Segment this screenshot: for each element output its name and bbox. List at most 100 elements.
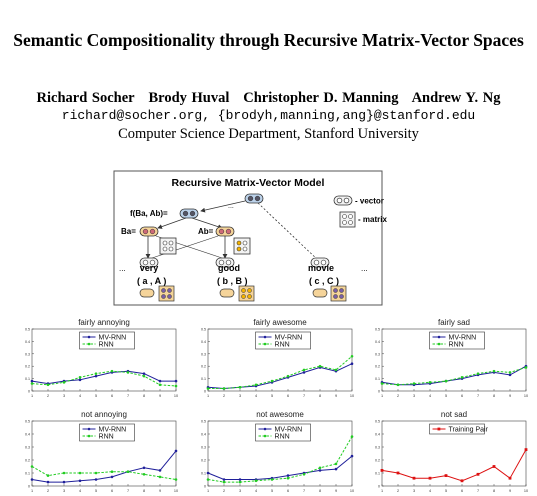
author-name: Andrew Y. Ng <box>411 90 501 106</box>
legend-label: RNN <box>99 341 114 348</box>
legend-label: RNN <box>275 341 290 348</box>
data-point <box>350 435 354 438</box>
x-tick-label: 10 <box>174 489 178 493</box>
x-tick-label: 3 <box>239 394 241 398</box>
series-line <box>31 450 177 483</box>
data-point <box>428 476 432 480</box>
data-point <box>62 471 66 475</box>
legend-box <box>255 423 311 442</box>
plot-frame <box>31 420 177 487</box>
data-point <box>524 448 528 451</box>
legend-marker <box>263 427 267 431</box>
y-tick-label: 0.5 <box>201 420 206 424</box>
x-tick-label: 10 <box>524 489 528 493</box>
x-tick-label: 8 <box>143 394 145 398</box>
x-tick-label: 1 <box>31 489 33 493</box>
y-tick-label: 0.3 <box>25 446 30 450</box>
x-tick-label: 3 <box>413 394 415 398</box>
data-point <box>94 372 98 375</box>
data-point <box>318 469 322 472</box>
y-tick-label: 0.1 <box>375 472 380 476</box>
data-point <box>94 478 98 481</box>
edge-f-ba <box>157 217 187 229</box>
y-tick-label: 0.5 <box>25 328 30 332</box>
series-line <box>207 455 353 480</box>
data-point <box>476 372 480 375</box>
x-tick-label: 5 <box>445 394 447 398</box>
x-tick-label: 5 <box>271 394 273 398</box>
x-tick-label: 8 <box>493 394 495 398</box>
x-tick-label: 1 <box>207 489 209 493</box>
ab-vector-icon <box>215 226 235 237</box>
data-point <box>142 473 146 476</box>
data-point <box>238 385 242 389</box>
data-point <box>78 479 82 483</box>
y-tick-label: 0.2 <box>201 459 206 463</box>
data-point <box>158 475 162 479</box>
node-ba-label: Ba= <box>121 227 136 236</box>
pair-very: ( a , A ) <box>137 276 166 286</box>
chart-title: not annoying <box>81 410 127 419</box>
very-vector-icon <box>139 257 159 268</box>
author-name: Richard Socher <box>36 90 135 106</box>
x-tick-label: 7 <box>127 394 129 398</box>
series-line <box>31 370 177 387</box>
x-tick-label: 4 <box>255 394 257 398</box>
pair-movie: ( c , C ) <box>309 276 339 286</box>
x-tick-label: 4 <box>429 394 431 398</box>
y-tick-label: 0.3 <box>375 352 380 356</box>
x-tick-label: 4 <box>255 489 257 493</box>
data-point <box>78 376 82 379</box>
data-point <box>110 470 114 473</box>
data-point <box>222 480 226 484</box>
series-line <box>31 466 177 480</box>
data-point <box>444 379 448 383</box>
ellipsis-left: ... <box>119 264 126 273</box>
chart-title: fairly sad <box>438 318 470 327</box>
series-line <box>381 366 527 386</box>
x-tick-label: 4 <box>429 489 431 493</box>
y-tick-label: 0 <box>378 390 380 394</box>
author-list: Richard Socher Brody Huval Christopher D… <box>0 90 537 107</box>
plot-frame <box>381 420 527 487</box>
data-point <box>206 387 210 390</box>
x-tick-label: 8 <box>493 489 495 493</box>
chart-title: not sad <box>441 410 467 419</box>
diagram-title: Recursive Matrix-Vector Model <box>172 177 325 189</box>
paper-title: Semantic Compositionality through Recurs… <box>13 30 524 50</box>
legend-matrix-label: - matrix <box>358 215 387 224</box>
chart-fairly-sad: fairly sad 0 0.1 0.2 0.3 0.4 0.5 1 2 3 4 5 6 7 8 9 10 MV-… <box>375 318 528 398</box>
y-tick-label: 0.1 <box>375 377 380 381</box>
x-tick-label: 6 <box>287 489 289 493</box>
data-point <box>126 371 130 374</box>
x-tick-label: 1 <box>31 394 33 398</box>
legend-marker <box>87 434 91 438</box>
x-tick-label: 8 <box>143 489 145 493</box>
x-tick-label: 5 <box>95 489 97 493</box>
data-point <box>270 478 274 481</box>
data-point <box>222 478 226 481</box>
data-point <box>396 471 400 475</box>
chart-not-annoying: not annoying 0 0.1 0.2 0.3 0.4 0.5 1 2 3 4 5 6 7 8 9 10 M… <box>25 410 178 493</box>
chart-title: fairly annoying <box>78 318 130 327</box>
data-point <box>206 471 210 475</box>
legend-box <box>79 423 135 442</box>
affiliation: Computer Science Department, Stanford Un… <box>118 126 419 142</box>
data-point <box>476 472 480 476</box>
legend-box <box>255 331 311 350</box>
data-point <box>302 368 306 372</box>
x-tick-label: 9 <box>335 489 337 493</box>
x-tick-label: 9 <box>159 394 161 398</box>
legend-marker <box>437 335 441 339</box>
x-tick-label: 7 <box>303 394 305 398</box>
x-tick-label: 10 <box>350 394 354 398</box>
data-point <box>524 366 528 369</box>
series-line <box>208 355 353 389</box>
series-line <box>207 363 353 390</box>
legend-marker <box>263 342 267 346</box>
chart-fairly-annoying: fairly annoying 0 0.1 0.2 0.3 0.4 0.5 1 2 3 4 5 6 7 8 9… <box>25 318 178 398</box>
x-tick-label: 10 <box>524 394 528 398</box>
x-tick-label: 5 <box>271 489 273 493</box>
y-tick-label: 0.4 <box>25 433 30 437</box>
data-point <box>238 480 242 484</box>
